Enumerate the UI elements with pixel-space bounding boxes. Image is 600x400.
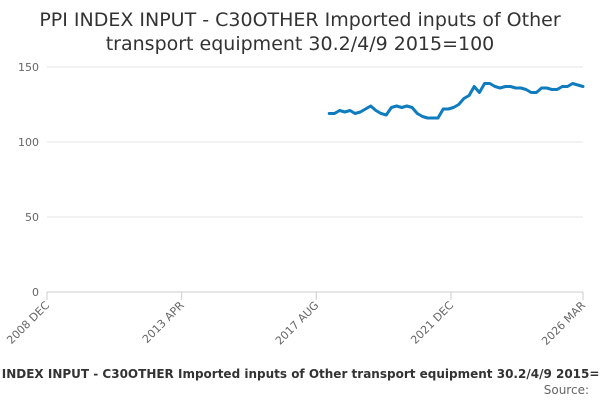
data-point <box>571 82 574 85</box>
data-point <box>333 112 336 115</box>
data-point <box>555 88 559 91</box>
data-point <box>369 104 372 108</box>
data-point <box>462 97 466 100</box>
y-tick-label: 150 <box>18 61 39 74</box>
data-point <box>483 82 486 85</box>
series-line <box>327 82 585 120</box>
data-point <box>545 86 548 90</box>
x-axis: 2008 DEC 2013 APR 2017 AUG 2021 DEC 2026 MAR <box>4 291 588 348</box>
data-point <box>473 85 476 88</box>
data-point <box>550 88 554 91</box>
chart-title-line-2: transport equipment 30.2/4/9 2015=100 <box>106 33 495 55</box>
data-point <box>364 107 367 111</box>
data-point <box>498 86 502 90</box>
data-point <box>467 94 471 97</box>
data-point <box>416 112 419 115</box>
data-point <box>436 116 440 120</box>
data-point <box>519 86 523 90</box>
data-point <box>359 110 362 114</box>
data-point <box>514 86 517 90</box>
data-point <box>581 85 585 88</box>
data-point <box>530 91 533 94</box>
data-point <box>328 112 331 115</box>
chart-title-line-1: PPI INDEX INPUT - C30OTHER Imported inpu… <box>39 9 560 31</box>
data-point <box>374 109 378 112</box>
legend-label: PPI INDEX INPUT - C30OTHER Imported inpu… <box>0 367 600 381</box>
data-point <box>379 112 383 115</box>
data-point <box>452 106 455 109</box>
data-point <box>343 110 346 114</box>
data-point <box>457 103 460 106</box>
source-label: Source: <box>544 383 589 397</box>
data-point <box>426 116 429 120</box>
data-point <box>441 107 445 111</box>
data-point <box>410 106 414 109</box>
data-point <box>504 85 507 88</box>
data-point <box>431 116 435 120</box>
x-tick-label: 2008 DEC <box>4 299 52 347</box>
series-layer <box>327 82 585 120</box>
data-point <box>561 85 564 88</box>
x-tick-label: 2013 APR <box>140 299 187 346</box>
y-tick-label: 100 <box>18 136 39 149</box>
data-point <box>566 85 569 88</box>
data-point <box>509 85 512 88</box>
x-tick-label: 2026 MAR <box>539 299 588 348</box>
y-tick-label: 0 <box>32 286 39 299</box>
x-tick-label: 2021 DEC <box>408 299 456 347</box>
gridlines <box>47 66 583 218</box>
data-point <box>405 104 409 108</box>
data-point <box>400 106 403 109</box>
data-point <box>535 91 538 94</box>
data-point <box>540 86 543 90</box>
y-tick-label: 50 <box>25 211 39 224</box>
data-point <box>493 85 497 88</box>
x-tick-label: 2017 AUG <box>273 299 322 348</box>
data-point <box>576 83 580 87</box>
data-point <box>348 109 352 112</box>
data-point <box>338 109 341 112</box>
data-point <box>447 107 450 111</box>
y-axis-ticks: 0 50 100 150 <box>18 61 39 299</box>
data-point <box>395 104 398 108</box>
data-point <box>353 112 357 115</box>
data-point <box>421 115 424 118</box>
data-point <box>385 113 388 117</box>
data-point <box>390 106 393 109</box>
data-point <box>488 82 491 85</box>
data-point <box>478 91 481 94</box>
data-point <box>524 88 528 91</box>
